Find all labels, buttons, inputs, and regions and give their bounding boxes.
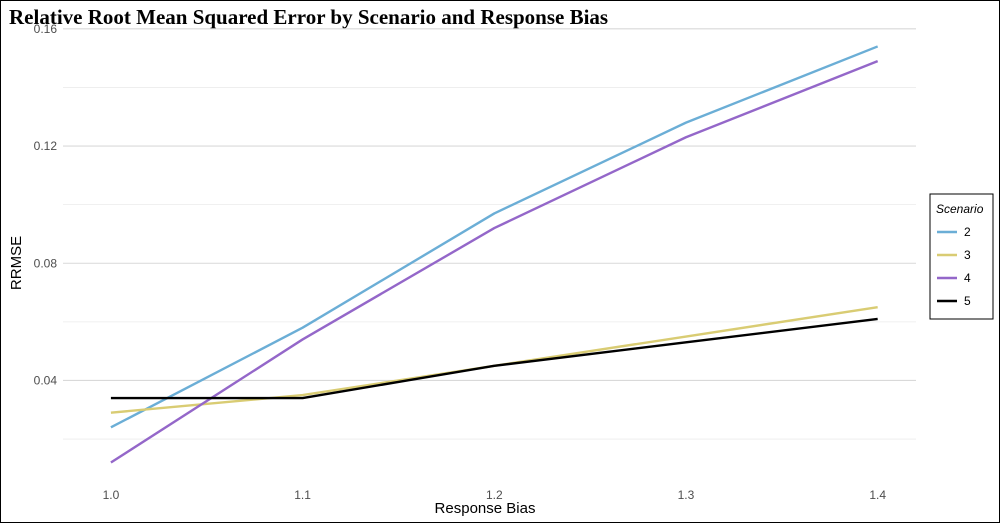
x-tick-label: 1.3 — [678, 488, 695, 502]
x-tick-label: 1.2 — [486, 488, 503, 502]
legend-label-2: 2 — [964, 225, 971, 239]
x-tick-label: 1.4 — [869, 488, 886, 502]
legend-label-3: 3 — [964, 248, 971, 262]
series-line-5 — [110, 317, 878, 400]
legend-label-5: 5 — [964, 294, 971, 308]
y-tick-label: 0.08 — [34, 256, 58, 270]
x-tick-labels: 1.0 1.1 1.2 1.3 1.4 — [103, 488, 887, 502]
y-tick-labels: 0.04 0.08 0.12 0.16 — [34, 22, 58, 388]
x-axis-title: Response Bias — [435, 500, 536, 517]
series-line-4 — [110, 59, 879, 464]
legend-label-4: 4 — [964, 271, 971, 285]
x-tick-label: 1.1 — [294, 488, 311, 502]
series-line-2 — [110, 45, 879, 429]
series-lines — [110, 45, 879, 464]
y-tick-label: 0.12 — [34, 139, 58, 153]
x-tick-label: 1.0 — [103, 488, 120, 502]
chart-title: Relative Root Mean Squared Error by Scen… — [9, 5, 609, 29]
y-tick-label: 0.04 — [34, 373, 58, 387]
legend: Scenario 2 3 4 5 — [929, 193, 994, 320]
y-axis-title: RRMSE — [8, 236, 25, 290]
legend-title: Scenario — [936, 202, 984, 216]
gridlines — [63, 28, 916, 440]
legend-box — [929, 193, 994, 320]
y-tick-label: 0.16 — [34, 22, 58, 36]
